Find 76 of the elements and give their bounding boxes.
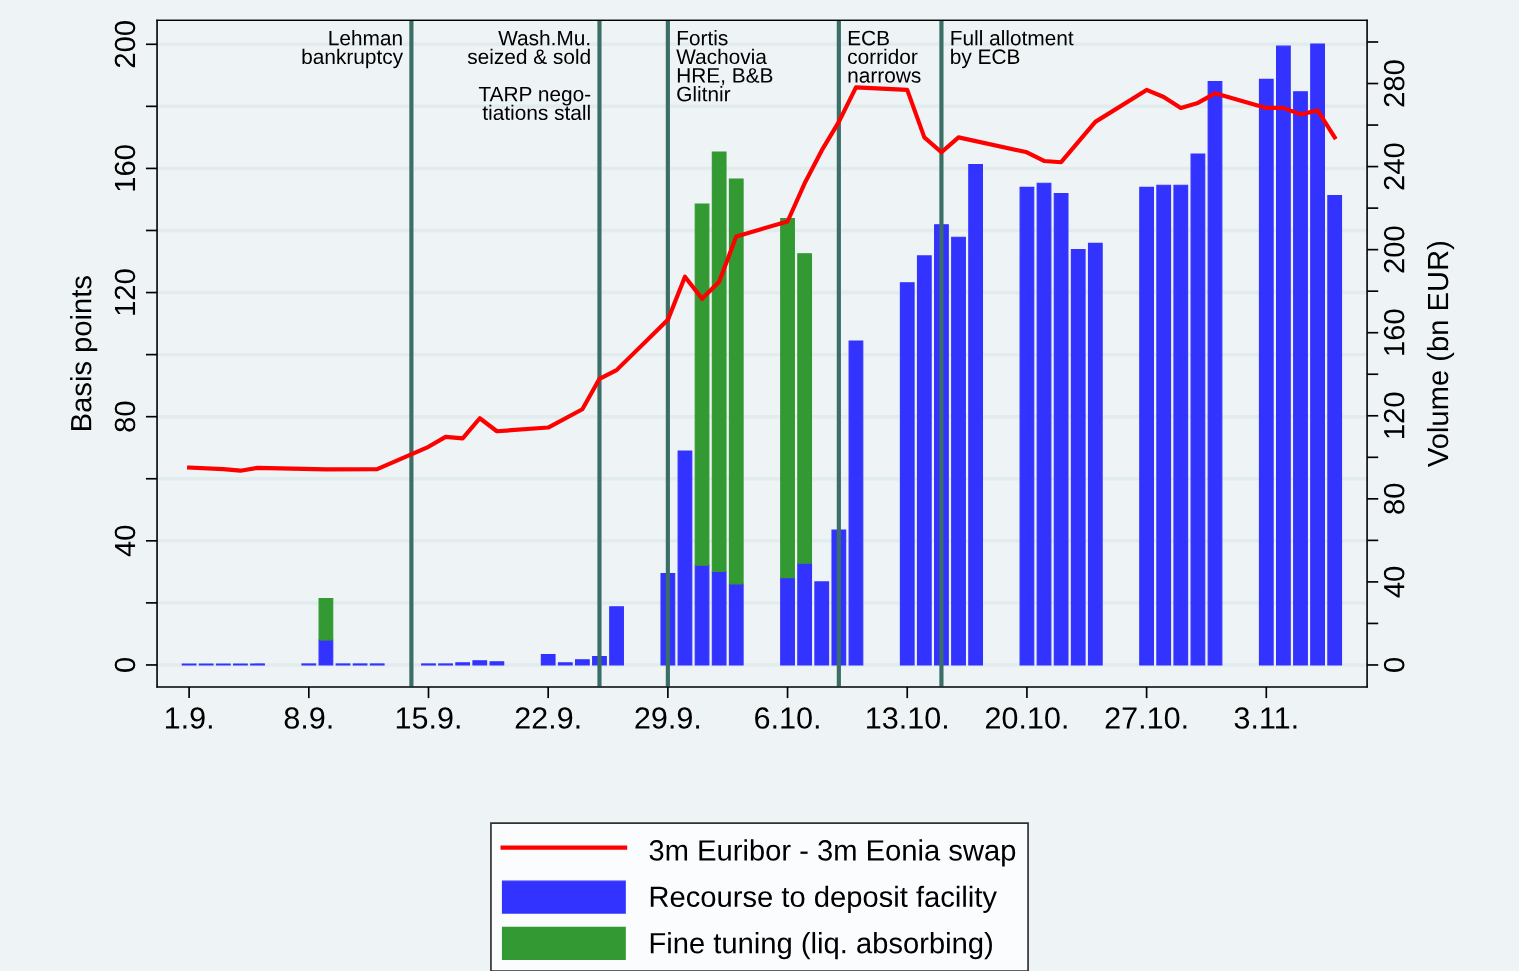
x-tick-label: 29.9. bbox=[635, 707, 700, 729]
bar bbox=[728, 583, 744, 666]
bar bbox=[728, 178, 744, 585]
x-tick-label: 6.10. bbox=[755, 707, 819, 729]
bar bbox=[1156, 184, 1172, 666]
bar bbox=[814, 581, 830, 666]
bar bbox=[609, 606, 624, 666]
x-tick-label: 13.10. bbox=[867, 707, 947, 729]
bar bbox=[574, 659, 590, 666]
x-tick-label: 27.10. bbox=[1105, 707, 1187, 729]
y2-tick-label: 160 bbox=[1383, 309, 1405, 355]
x-tick-label: 20.10. bbox=[985, 707, 1067, 729]
y-tick-label: 0 bbox=[114, 657, 136, 672]
y-tick-label: 40 bbox=[114, 525, 136, 557]
bar bbox=[968, 163, 984, 666]
bar bbox=[1293, 91, 1308, 666]
bar bbox=[694, 564, 710, 666]
bar bbox=[780, 217, 795, 579]
line-series bbox=[187, 85, 1337, 473]
bar bbox=[318, 597, 334, 641]
bar bbox=[694, 203, 710, 566]
bar bbox=[780, 577, 795, 666]
ref-line-label: ECB corridor narrows bbox=[848, 30, 921, 83]
y2-tick-label: 0 bbox=[1383, 658, 1405, 672]
y-tick-label: 80 bbox=[114, 401, 136, 432]
y-tick-label: 160 bbox=[114, 145, 136, 191]
x-tick-label: 3.11. bbox=[1234, 707, 1297, 729]
bar bbox=[1173, 184, 1189, 666]
bar bbox=[711, 151, 727, 573]
bar bbox=[797, 253, 813, 564]
bar bbox=[677, 450, 693, 666]
bar bbox=[557, 662, 573, 666]
y2-tick-label: 280 bbox=[1383, 60, 1405, 107]
bar bbox=[472, 660, 488, 666]
y2-tick-label: 120 bbox=[1383, 392, 1405, 438]
legend-label: Fine tuning (liq. absorbing) bbox=[650, 932, 992, 960]
ref-line-label: Wash.Mu. seized & sold TARP nego- tiations stall bbox=[467, 30, 591, 121]
bar bbox=[455, 662, 471, 666]
ref-line-label: Lehman bankruptcy bbox=[302, 30, 404, 69]
bar bbox=[1036, 182, 1052, 666]
bar bbox=[489, 661, 505, 666]
ref-line-label: Fortis Wachovia HRE, B&B Glitnir bbox=[676, 30, 773, 102]
bar bbox=[1139, 186, 1155, 666]
bar bbox=[1070, 249, 1086, 666]
bar bbox=[1087, 242, 1103, 666]
bar bbox=[318, 639, 334, 666]
bar bbox=[951, 236, 966, 666]
bar bbox=[1053, 193, 1069, 666]
bar bbox=[1019, 186, 1035, 666]
x-tick-label: 15.9. bbox=[396, 707, 460, 729]
x-tick-label: 8.9. bbox=[284, 707, 332, 729]
bar bbox=[1190, 153, 1206, 666]
bar bbox=[916, 255, 932, 666]
bar bbox=[1258, 78, 1274, 666]
bar bbox=[899, 282, 915, 666]
ref-line-label: Full allotment by ECB bbox=[951, 30, 1074, 69]
y2-tick-label: 40 bbox=[1383, 566, 1405, 598]
legend-label: Recourse to deposit facility bbox=[650, 885, 997, 913]
y-tick-label: 120 bbox=[114, 269, 136, 315]
y2-axis-title: Volume (bn EUR) bbox=[1426, 242, 1455, 468]
legend-label: 3m Euribor - 3m Eonia swap bbox=[649, 839, 1016, 867]
bar bbox=[1327, 195, 1343, 666]
y2-tick-label: 80 bbox=[1383, 483, 1405, 514]
y2-tick-label: 240 bbox=[1383, 143, 1405, 190]
y-tick-label: 200 bbox=[114, 21, 136, 68]
bar bbox=[797, 562, 813, 666]
y2-tick-label: 200 bbox=[1383, 226, 1405, 273]
bar bbox=[1207, 80, 1223, 666]
bar bbox=[848, 340, 864, 666]
bar bbox=[540, 654, 556, 666]
x-tick-label: 1.9. bbox=[165, 707, 212, 729]
bar bbox=[711, 570, 727, 666]
bar bbox=[1275, 45, 1291, 666]
y-axis-title: Basis points bbox=[70, 276, 98, 430]
x-tick-label: 22.9. bbox=[515, 707, 580, 729]
bar bbox=[1310, 43, 1325, 666]
